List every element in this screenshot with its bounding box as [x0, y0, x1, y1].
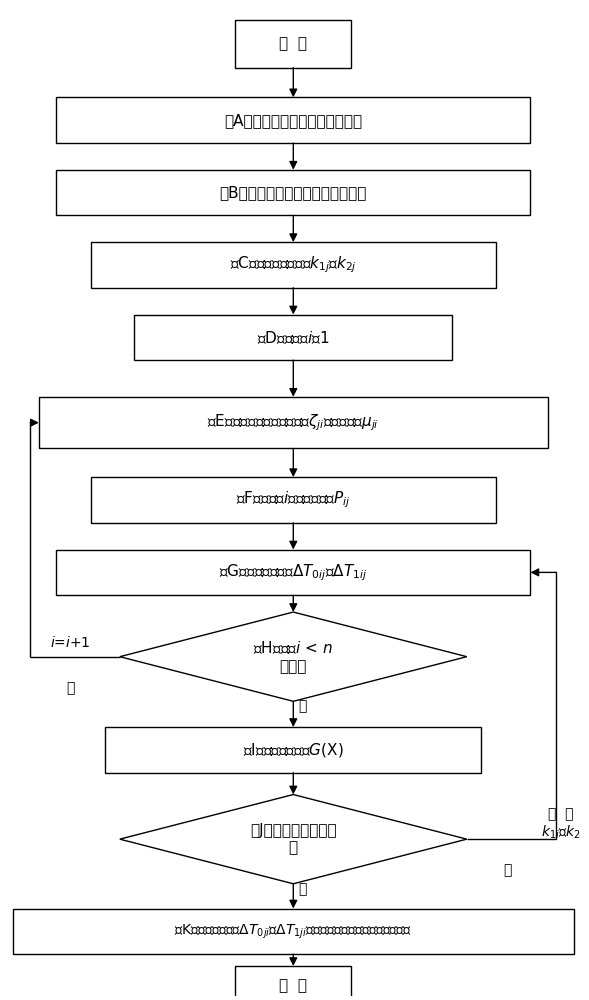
Text: （B）收集冷连轧机组轧制工艺参数: （B）收集冷连轧机组轧制工艺参数	[220, 185, 367, 200]
Text: 否: 否	[298, 699, 306, 713]
Text: 结  束: 结 束	[279, 978, 307, 993]
FancyBboxPatch shape	[105, 727, 481, 773]
FancyBboxPatch shape	[236, 966, 351, 1000]
Text: （C）初始化优化系数$k_{1j}$、$k_{2j}$: （C）初始化优化系数$k_{1j}$、$k_{2j}$	[230, 255, 357, 275]
FancyBboxPatch shape	[56, 170, 530, 215]
Polygon shape	[120, 795, 466, 884]
FancyBboxPatch shape	[134, 315, 452, 360]
FancyBboxPatch shape	[56, 550, 530, 595]
Text: 否: 否	[503, 863, 511, 877]
FancyBboxPatch shape	[13, 909, 574, 954]
FancyBboxPatch shape	[236, 20, 351, 68]
FancyBboxPatch shape	[91, 477, 496, 523]
Text: （K）输出附加张力$\Delta T_{0ji}$、$\Delta T_{1ji}$对轧制力补偿模型的最佳补偿系数: （K）输出附加张力$\Delta T_{0ji}$、$\Delta T_{1ji…	[174, 922, 412, 941]
Text: （F）计算第$i$时刻的轧制力$P_{ij}$: （F）计算第$i$时刻的轧制力$P_{ij}$	[236, 490, 350, 510]
Text: （E）计算各机架的油膜厅度$\zeta_{ji}$和摩擦系数$\mu_{ji}$: （E）计算各机架的油膜厅度$\zeta_{ji}$和摩擦系数$\mu_{ji}$	[207, 412, 379, 433]
Text: 是: 是	[298, 882, 306, 896]
Text: $i$=$i$+1: $i$=$i$+1	[51, 635, 91, 650]
Text: 是: 是	[67, 681, 75, 695]
Text: （H）判断$i$ < $n$
成立？: （H）判断$i$ < $n$ 成立？	[253, 640, 333, 674]
FancyBboxPatch shape	[91, 242, 496, 288]
Polygon shape	[120, 612, 466, 701]
Text: （I）计算目标函数$G$(X): （I）计算目标函数$G$(X)	[243, 741, 343, 759]
FancyBboxPatch shape	[39, 397, 548, 448]
FancyBboxPatch shape	[56, 97, 530, 143]
Text: （A）收集冷连轧机组的设备参数: （A）收集冷连轧机组的设备参数	[224, 113, 362, 128]
Text: （J）判断满足约束条
件: （J）判断满足约束条 件	[250, 823, 336, 855]
Text: （G）计算附加张力$\Delta T_{0ij}$、$\Delta T_{1ij}$: （G）计算附加张力$\Delta T_{0ij}$、$\Delta T_{1ij…	[219, 562, 368, 583]
Text: 重  置
$k_{1j}$、$k_2$: 重 置 $k_{1j}$、$k_2$	[541, 807, 580, 843]
Text: 开  始: 开 始	[279, 36, 307, 51]
Text: （D）初始化$i$＝1: （D）初始化$i$＝1	[257, 329, 329, 346]
